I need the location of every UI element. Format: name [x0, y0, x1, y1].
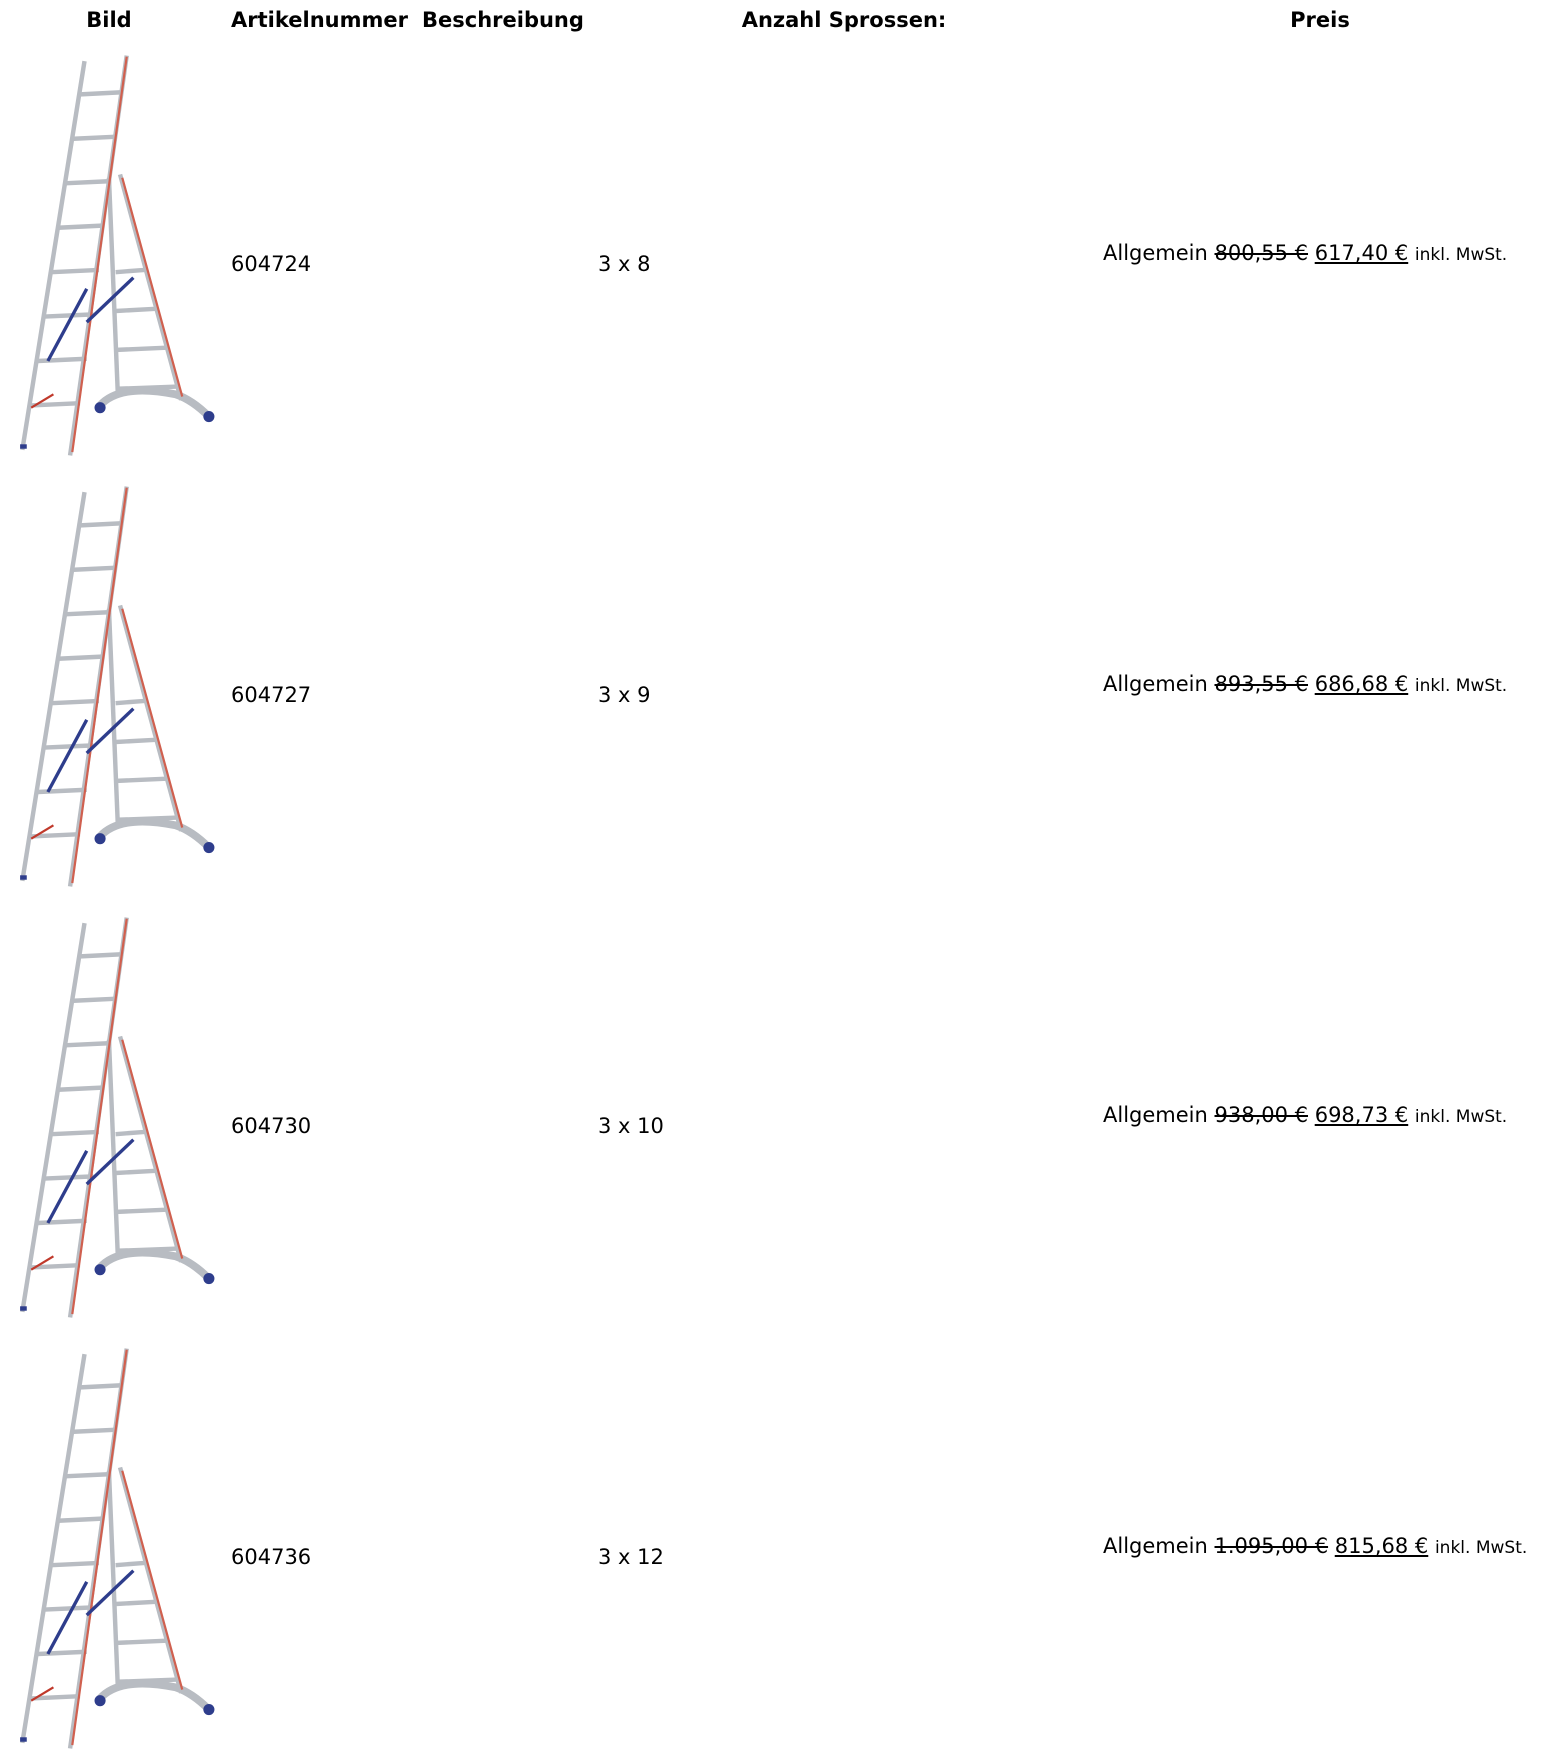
sprossen: 3 x 8: [598, 252, 651, 276]
new-price: 686,68 €: [1314, 672, 1409, 696]
column-header: Beschreibung: [422, 8, 584, 32]
tax-note: inkl. MwSt.: [1414, 676, 1508, 696]
old-price: 1.095,00 €: [1214, 1534, 1329, 1558]
old-price: 800,55 €: [1214, 241, 1309, 265]
sprossen: 3 x 12: [598, 1545, 664, 1569]
product-image: [9, 50, 220, 461]
column-header: Anzahl Sprossen:: [741, 8, 947, 32]
sprossen: 3 x 10: [598, 1114, 664, 1138]
article-number: 604727: [231, 683, 312, 707]
article-number: 604736: [231, 1545, 312, 1569]
price: Allgemein 800,55 € 617,40 € inkl. MwSt.: [1103, 241, 1507, 265]
price-group: Allgemein: [1103, 1103, 1208, 1127]
product-image: [9, 912, 220, 1323]
product-image: [9, 1343, 220, 1754]
price: Allgemein 893,55 € 686,68 € inkl. MwSt.: [1103, 672, 1507, 696]
tax-note: inkl. MwSt.: [1414, 1107, 1508, 1127]
column-header: Preis: [1290, 8, 1350, 32]
column-header: Artikelnummer: [231, 8, 408, 32]
new-price: 815,68 €: [1334, 1534, 1429, 1558]
new-price: 617,40 €: [1314, 241, 1409, 265]
price: Allgemein 938,00 € 698,73 € inkl. MwSt.: [1103, 1103, 1507, 1127]
price: Allgemein 1.095,00 € 815,68 € inkl. MwSt…: [1103, 1534, 1527, 1558]
price-group: Allgemein: [1103, 241, 1208, 265]
sprossen: 3 x 9: [598, 683, 651, 707]
price-group: Allgemein: [1103, 1534, 1208, 1558]
product-image: [9, 481, 220, 892]
tax-note: inkl. MwSt.: [1434, 1538, 1528, 1558]
new-price: 698,73 €: [1314, 1103, 1409, 1127]
price-group: Allgemein: [1103, 672, 1208, 696]
article-number: 604724: [231, 252, 312, 276]
column-header: Bild: [86, 8, 132, 32]
old-price: 938,00 €: [1214, 1103, 1309, 1127]
tax-note: inkl. MwSt.: [1414, 245, 1508, 265]
article-number: 604730: [231, 1114, 312, 1138]
old-price: 893,55 €: [1214, 672, 1309, 696]
